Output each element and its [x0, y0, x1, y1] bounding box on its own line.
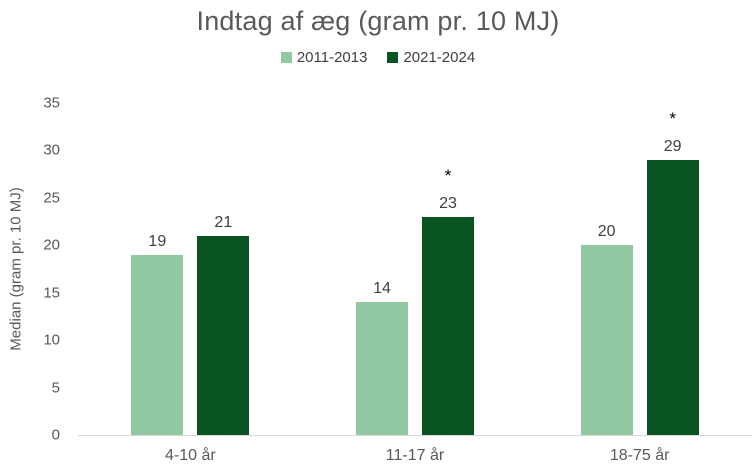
bar-group-4-10 år: 19 21 [78, 103, 303, 435]
y-tick-label: 15 [43, 284, 60, 302]
bar-value-label: 14 [373, 280, 391, 298]
bar-value-label: 29 [663, 137, 682, 155]
y-tick-label: 35 [43, 94, 60, 112]
y-tick-label: 5 [51, 379, 60, 397]
bar-value-label: 21 [214, 213, 233, 231]
x-category-label: 11-17 år [385, 447, 445, 464]
x-axis-line [78, 435, 752, 436]
y-axis-title: Median (gram pr. 10 MJ) [7, 187, 25, 351]
y-tick-label: 20 [43, 236, 60, 254]
legend-swatch-icon [387, 52, 399, 63]
bar-2011-2013: 14 [356, 280, 408, 435]
bar-2021-2024: 21 [197, 214, 250, 435]
bar-group-18-75 år: 20 29 * [527, 103, 752, 435]
bar-groups: 19 21 14 23 * 20 29 * [78, 103, 752, 435]
plot-area: Median (gram pr. 10 MJ) 0 5 10 15 20 25 30 35 1… [8, 96, 752, 464]
chart-title: Indtag af æg (gram pr. 10 MJ) [196, 6, 560, 36]
y-tick-label: 0 [51, 426, 60, 444]
bar-2011-2013: 20 [580, 223, 633, 435]
bar-group-11-17 år: 14 23 * [303, 103, 528, 435]
legend-item-2021-2024: 2021-2024 [387, 49, 475, 66]
legend-item-2011-2013: 2011-2013 [280, 49, 368, 66]
bar-2011-2013: 19 [131, 233, 184, 435]
legend-label: 2011-2013 [296, 49, 368, 66]
x-category-label: 18-75 år [609, 447, 670, 464]
bar-2021-2024: 23 * [422, 166, 474, 435]
y-tick-label: 30 [43, 141, 60, 159]
bar-2021-2024: 29 * [646, 109, 699, 435]
significance-star: * [444, 165, 452, 185]
legend-swatch-icon [280, 52, 292, 63]
y-tick-label: 25 [43, 189, 60, 207]
x-category-label: 4-10 år [164, 447, 216, 464]
bar-value-label: 23 [439, 194, 457, 212]
legend: 2011-2013 2021-2024 [0, 49, 756, 66]
legend-label: 2021-2024 [403, 49, 476, 66]
bar-value-label: 19 [148, 232, 167, 250]
bar-value-label: 20 [597, 223, 616, 241]
significance-star: * [669, 108, 676, 128]
y-tick-label: 10 [43, 331, 60, 349]
x-axis-labels: 4-10 år 11-17 år 18-75 år [78, 447, 752, 465]
